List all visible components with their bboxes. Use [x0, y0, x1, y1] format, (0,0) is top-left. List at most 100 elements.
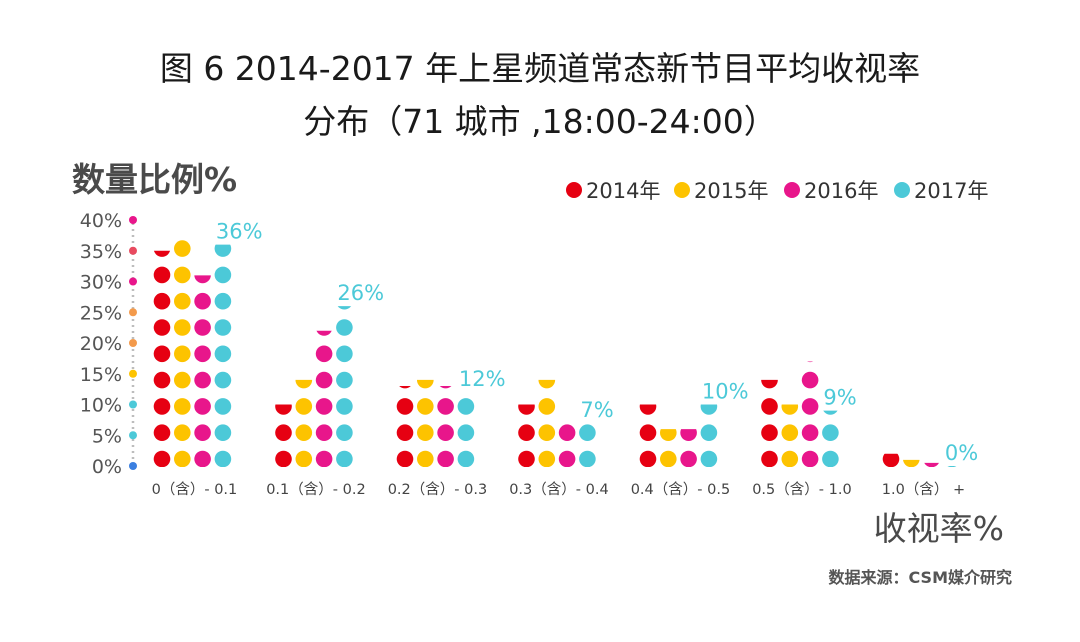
bar-dot — [275, 450, 292, 467]
y-tick-label: 35% — [80, 241, 122, 263]
bar-dot — [174, 424, 191, 442]
y-tick-marker — [129, 277, 137, 286]
bar-dot — [315, 398, 333, 415]
bar-dot — [153, 266, 171, 284]
bar-dot — [337, 306, 352, 310]
y-tick-marker — [129, 431, 137, 440]
bar-dot — [700, 450, 718, 467]
bar — [700, 404, 718, 467]
bar-dot — [336, 398, 353, 415]
bar-dot — [174, 266, 191, 284]
bar-dot — [315, 424, 333, 442]
bar-dot — [153, 345, 171, 363]
bar-dot — [214, 345, 232, 363]
bar-dot — [336, 319, 353, 336]
x-tick-label: 0.1（含）- 0.2 — [266, 481, 365, 498]
bar — [295, 379, 313, 467]
bar — [680, 429, 697, 467]
y-axis-label: 数量比例% — [72, 160, 237, 199]
y-tick-label: 10% — [80, 395, 122, 417]
legend-marker — [894, 182, 910, 198]
data-label: 0% — [945, 441, 978, 465]
bar-dot — [153, 398, 171, 415]
bar-dot — [781, 424, 799, 442]
bar — [660, 429, 677, 467]
bar — [579, 424, 596, 467]
bar — [437, 386, 454, 467]
bar-dot — [437, 450, 454, 467]
bar-dot — [579, 424, 596, 442]
bar-dot — [174, 398, 191, 415]
bar — [457, 398, 475, 467]
bar-dot — [822, 450, 839, 467]
bar-dot — [194, 424, 211, 442]
x-axis-label: 收视率% — [874, 509, 1004, 548]
y-tick-marker — [129, 462, 137, 470]
legend-entry: 2017年 — [914, 179, 988, 203]
bar-dot — [947, 466, 957, 467]
bar-dot — [457, 450, 475, 467]
y-tick-marker — [129, 339, 137, 347]
bar-dot — [801, 450, 819, 467]
bar — [153, 250, 171, 467]
bar-dot — [781, 404, 799, 415]
bar-dot — [174, 371, 191, 389]
data-label: 10% — [702, 380, 749, 404]
y-tick-label: 25% — [80, 302, 122, 324]
bar — [174, 240, 191, 467]
bar-dot — [174, 345, 191, 363]
bar — [781, 404, 799, 467]
bar — [947, 466, 957, 467]
bar-dot — [680, 429, 697, 441]
data-label: 7% — [580, 398, 613, 422]
bar-dot — [518, 404, 535, 415]
bar-dot — [295, 424, 313, 442]
bar-dot — [518, 424, 535, 442]
bar-dot — [822, 424, 839, 442]
bar-dot — [639, 424, 657, 442]
bar-dot — [399, 386, 411, 389]
bar-dot — [153, 292, 171, 310]
bar — [903, 459, 920, 467]
x-tick-label: 0（含）- 0.1 — [152, 481, 238, 498]
bar-dot — [579, 450, 596, 467]
bar — [924, 462, 939, 467]
bar-dot — [417, 398, 434, 415]
bar-dot — [315, 450, 333, 467]
bar-dot — [295, 450, 313, 467]
bar-dot — [194, 345, 211, 363]
bar — [275, 404, 292, 467]
bar-dot — [396, 424, 414, 442]
bar-dot — [214, 266, 232, 284]
bar-dot — [437, 398, 454, 415]
bar-dot — [194, 319, 211, 336]
bar-dot — [316, 330, 332, 336]
bar-dot — [194, 398, 211, 415]
bar-dot — [439, 386, 452, 389]
chart-title-line-1: 图 6 2014-2017 年上星频道常态新节目平均收视率 — [160, 49, 920, 88]
bar-dot — [417, 450, 434, 467]
bar-dot — [882, 453, 900, 467]
data-labels: 36% 26% 12% 7% 10% 9% 0% — [216, 220, 978, 465]
y-tick-label: 30% — [80, 272, 122, 294]
bar-dot — [761, 379, 778, 389]
data-label: 26% — [337, 281, 384, 305]
bar-dot — [214, 244, 232, 257]
bar-dot — [295, 398, 313, 415]
bar-dot — [761, 424, 778, 442]
y-tick-label: 15% — [80, 364, 122, 386]
data-label: 9% — [823, 386, 856, 410]
bar-dot — [315, 371, 333, 389]
bar-dot — [214, 292, 232, 310]
bar-dot — [214, 450, 232, 467]
bar — [214, 244, 232, 467]
bar-dot — [700, 404, 718, 415]
bar — [336, 306, 353, 467]
bar — [761, 379, 778, 467]
bar — [194, 275, 211, 467]
bar-dot — [639, 404, 657, 415]
bar-dot — [153, 424, 171, 442]
bar — [822, 410, 839, 467]
bar-dot — [457, 398, 475, 415]
data-label: 12% — [459, 367, 506, 391]
